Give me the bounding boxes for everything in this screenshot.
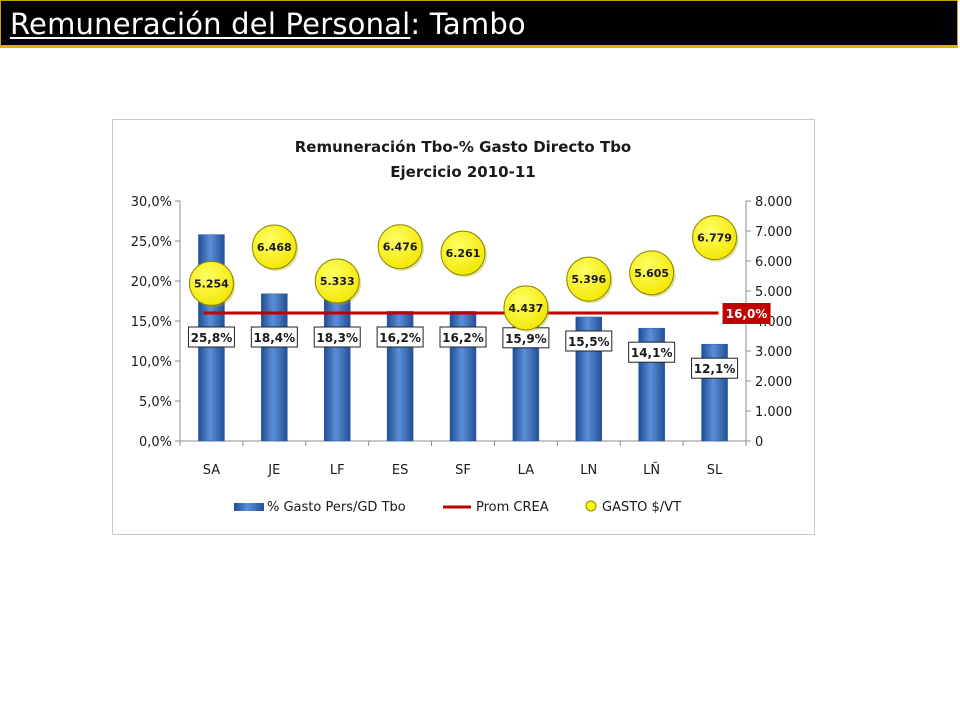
bubble xyxy=(251,224,297,270)
bar-label-box xyxy=(628,341,676,363)
x-tick-label: LN xyxy=(580,463,597,478)
slide-title-underlined: Remuneración del Personal xyxy=(10,7,411,41)
bar-label: 25,8% xyxy=(191,331,233,345)
left-tick-label: 10,0% xyxy=(131,355,172,370)
bubble-label: 6.468 xyxy=(257,241,292,254)
right-tick-label: 6.000 xyxy=(755,255,792,270)
legend-bubble-label: GASTO $/VT xyxy=(602,500,681,515)
x-tick-label: SA xyxy=(203,463,220,478)
slide-title-rest: : Tambo xyxy=(410,7,526,41)
chart-subtitle: Ejercicio 2010-11 xyxy=(390,163,535,181)
legend-line-label: Prom CREA xyxy=(476,500,549,515)
bubble-label: 5.605 xyxy=(634,267,669,280)
bubble-label: 5.333 xyxy=(320,275,355,288)
bubble-label: 6.476 xyxy=(383,241,418,254)
bar-label: 18,4% xyxy=(254,331,296,345)
bubble-label: 5.396 xyxy=(571,273,606,286)
bar-label: 16,2% xyxy=(442,331,484,345)
bar-label-box xyxy=(376,326,424,348)
right-tick-label: 8.000 xyxy=(755,195,792,210)
left-tick-label: 25,0% xyxy=(131,235,172,250)
bar-label-box xyxy=(691,357,739,379)
left-tick-label: 5,0% xyxy=(139,395,172,410)
right-tick-label: 7.000 xyxy=(755,225,792,240)
bubble-label: 4.437 xyxy=(508,302,543,315)
left-tick-label: 15,0% xyxy=(131,315,172,330)
bubble xyxy=(188,260,234,306)
right-tick-label: 1.000 xyxy=(755,405,792,420)
x-tick-label: ES xyxy=(392,463,408,478)
bubble-series: 5.254 6.468 5.333 6.476 6.261 4.437 5.396 5.605… xyxy=(188,215,739,332)
slide-title: Remuneración del Personal: Tambo xyxy=(10,7,526,41)
bubble-label: 5.254 xyxy=(194,277,229,290)
bar-data-labels: 25,8% 18,4% 18,3% 16,2% 16,2% 15,9% 15,5% 14,1%… xyxy=(187,326,739,379)
bar-label-box xyxy=(313,326,361,348)
average-line-series: 16,0% xyxy=(203,303,771,324)
bubble xyxy=(503,285,549,331)
chart-legend: % Gasto Pers/GD Tbo Prom CREA GASTO $/VT xyxy=(234,500,681,515)
bar xyxy=(323,294,351,442)
right-tick-label: 2.000 xyxy=(755,375,792,390)
bar-label: 16,2% xyxy=(379,331,421,345)
bar-label: 14,1% xyxy=(631,346,673,360)
bubble xyxy=(692,215,738,261)
bar-label-box xyxy=(439,326,487,348)
bar xyxy=(261,293,288,442)
x-tick-label: SL xyxy=(707,463,723,478)
right-tick-label: 5.000 xyxy=(755,285,792,300)
x-tick-label: JE xyxy=(267,463,280,478)
legend-bar-swatch xyxy=(234,503,264,511)
chart-container: Remuneración Tbo-% Gasto Directo Tbo Eje… xyxy=(112,119,815,535)
prom-crea-label: 16,0% xyxy=(726,307,768,321)
right-tick-label: 3.000 xyxy=(755,345,792,360)
bar-label-box xyxy=(565,330,613,352)
combo-chart: Remuneración Tbo-% Gasto Directo Tbo Eje… xyxy=(131,138,793,515)
bubble-label: 6.779 xyxy=(697,232,732,245)
x-tick-label: LF xyxy=(330,463,345,478)
bubble xyxy=(377,224,423,270)
right-tick-label: 0 xyxy=(755,435,763,450)
bubble xyxy=(314,258,360,304)
left-tick-label: 30,0% xyxy=(131,195,172,210)
bubble xyxy=(629,250,675,296)
bar-label-box xyxy=(187,326,235,348)
slide-title-bar: Remuneración del Personal: Tambo xyxy=(0,0,958,48)
bubble xyxy=(440,230,486,276)
left-tick-label: 20,0% xyxy=(131,275,172,290)
bar-label: 18,3% xyxy=(316,331,358,345)
x-tick-label: LA xyxy=(518,463,535,478)
bubble-label: 6.261 xyxy=(446,247,481,260)
bar-label: 15,9% xyxy=(505,332,547,346)
chart-axes: 0,0% 5,0% 10,0% 15,0% 20,0% 25,0% 30,0% 0 1.000 2… xyxy=(131,195,793,478)
bubble xyxy=(566,256,612,302)
x-tick-label: LÑ xyxy=(643,462,660,478)
bar-label: 15,5% xyxy=(568,335,610,349)
legend-bar-label: % Gasto Pers/GD Tbo xyxy=(267,500,406,515)
x-tick-label: SF xyxy=(455,463,471,478)
prom-crea-badge xyxy=(722,303,771,324)
chart-title: Remuneración Tbo-% Gasto Directo Tbo xyxy=(295,138,631,156)
bar-label: 12,1% xyxy=(694,362,736,376)
legend-bubble-swatch xyxy=(585,500,597,512)
left-tick-label: 0,0% xyxy=(139,435,172,450)
bar-label-box xyxy=(250,326,298,348)
